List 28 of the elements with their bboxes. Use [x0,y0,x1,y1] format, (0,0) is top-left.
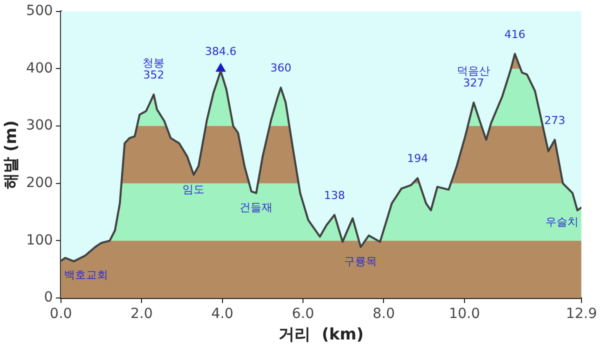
annotation: 138 [324,188,345,202]
x-tick-label: 10.0 [448,306,480,322]
annotation: 구룡목 [344,254,378,268]
annotation: 360 [270,62,292,75]
x-tick-label: 0.0 [50,306,72,322]
y-axis-title: 해발 (m) [0,120,20,190]
annotation: 백호교회 [64,268,108,282]
y-tick-label: 0 [44,290,53,306]
annotation: 우슬치 [545,215,578,228]
annotation: 273 [544,114,566,127]
x-tick-label: 6.0 [292,306,314,322]
annotation: 덕음산 327 [457,64,490,90]
annotation: 건들재 [240,201,273,214]
x-axis-title: 거리 (km) [278,324,364,344]
x-tick-label: 4.0 [211,306,234,322]
y-tick-label: 300 [26,118,53,134]
annotation: 416 [504,28,526,41]
y-tick-label: 200 [26,175,53,191]
annotation: 194 [407,152,428,166]
y-tick-label: 100 [26,232,53,248]
x-tick-label: 2.0 [130,306,153,322]
annotation: 임도 [182,182,205,196]
x-tick-label: 8.0 [372,306,395,322]
annotation: 청봉 352 [142,56,165,82]
x-tick-label: 12.9 [566,306,597,322]
y-tick-label: 400 [26,60,53,76]
y-tick-label: 500 [26,3,53,20]
annotation: 384.6 [204,45,236,58]
